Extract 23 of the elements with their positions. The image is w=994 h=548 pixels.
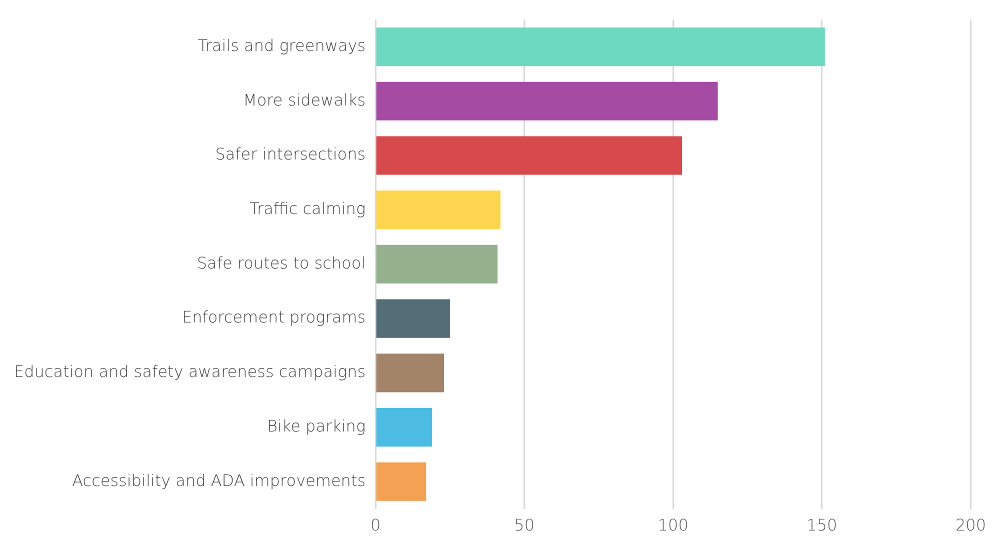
y-tick-label: More sidewalks: [243, 90, 366, 110]
x-tick-label: 50: [514, 516, 535, 535]
bar: [376, 299, 450, 338]
y-tick-label: Safe routes to school: [196, 253, 366, 272]
y-tick-label: Education and safety awareness campaigns: [14, 362, 366, 382]
x-tick-label: 0: [370, 516, 381, 535]
y-tick-label: Bike parking: [267, 416, 366, 436]
x-tick-label: 200: [955, 516, 986, 535]
x-tick-label: 100: [658, 516, 688, 535]
bar: [376, 27, 825, 66]
bar: [376, 244, 498, 284]
bar: [376, 354, 444, 392]
y-tick-label: Enforcement programs: [182, 308, 366, 327]
bar: [376, 190, 501, 230]
y-tick-label: Trails and greenways: [198, 36, 366, 55]
y-tick-label: Traffic calming: [250, 199, 366, 218]
y-tick-label: Safer intersections: [215, 144, 366, 164]
y-tick-label: Accessibility and ADA improvements: [72, 470, 366, 490]
bar: [376, 462, 426, 501]
bar: [376, 136, 682, 175]
x-tick-label: 150: [806, 516, 838, 535]
bar: [376, 408, 432, 447]
bar: [376, 82, 718, 120]
